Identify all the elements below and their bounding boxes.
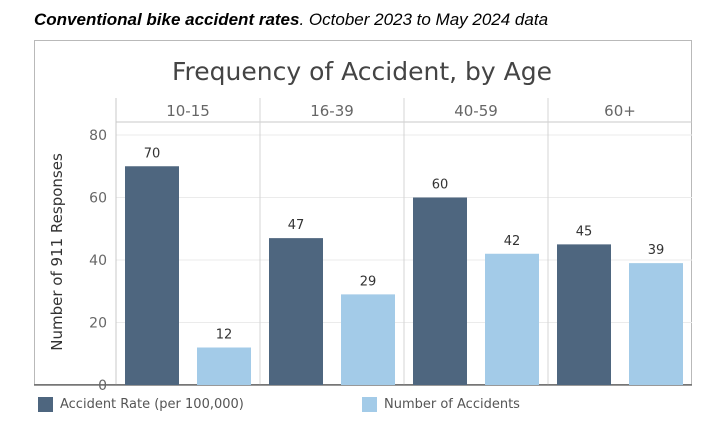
bar-accident-rate-60+: [557, 244, 611, 385]
bar-number-of-accidents-60+: [629, 263, 683, 385]
data-label: 47: [288, 218, 305, 233]
data-label: 60: [432, 178, 449, 193]
data-label: 70: [144, 146, 161, 161]
category-header-10-15: 10-15: [166, 102, 210, 120]
data-label: 12: [216, 328, 233, 343]
legend-swatch-number-of-accidents: [362, 397, 377, 412]
bar-accident-rate-16-39: [269, 238, 323, 385]
legend-label-number-of-accidents: Number of Accidents: [384, 397, 520, 412]
data-label: 29: [360, 274, 377, 289]
data-label: 42: [504, 234, 521, 249]
y-axis-label: Number of 911 Responses: [48, 153, 66, 351]
category-header-40-59: 40-59: [454, 102, 498, 120]
legend-item-number-of-accidents: Number of Accidents: [362, 397, 520, 412]
y-tick-label: 20: [89, 316, 107, 332]
legend-swatch-accident-rate: [38, 397, 53, 412]
caption-bold: Conventional bike accident rates: [34, 10, 300, 29]
data-label: 45: [576, 224, 593, 239]
category-header-16-39: 16-39: [310, 102, 354, 120]
data-label: 39: [648, 243, 665, 258]
bar-accident-rate-40-59: [413, 197, 467, 385]
chart-caption: Conventional bike accident rates. Octobe…: [34, 10, 548, 30]
bar-accident-rate-10-15: [125, 166, 179, 385]
legend-label-accident-rate: Accident Rate (per 100,000): [60, 397, 244, 412]
caption-rest: . October 2023 to May 2024 data: [299, 10, 549, 29]
y-tick-label: 60: [89, 191, 107, 207]
y-tick-label: 40: [89, 253, 107, 269]
bar-number-of-accidents-16-39: [341, 294, 395, 385]
legend-item-accident-rate: Accident Rate (per 100,000): [38, 397, 244, 412]
chart-title: Frequency of Accident, by Age: [172, 57, 552, 86]
bar-number-of-accidents-40-59: [485, 253, 539, 385]
bar-number-of-accidents-10-15: [197, 347, 251, 385]
y-tick-label: 0: [98, 378, 107, 394]
y-tick-label: 80: [89, 128, 107, 144]
category-header-60+: 60+: [604, 102, 636, 120]
